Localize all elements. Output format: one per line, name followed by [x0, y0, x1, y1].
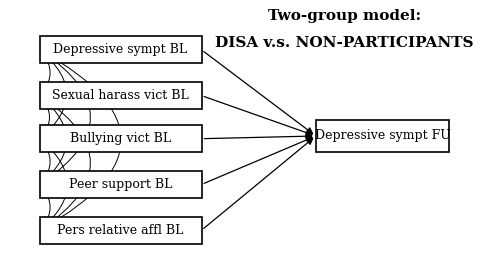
- Text: Depressive sympt FU: Depressive sympt FU: [314, 129, 450, 143]
- FancyBboxPatch shape: [40, 171, 202, 198]
- FancyBboxPatch shape: [40, 82, 202, 109]
- Text: DISA v.s. NON-PARTICIPANTS: DISA v.s. NON-PARTICIPANTS: [215, 36, 473, 50]
- Text: Depressive sympt BL: Depressive sympt BL: [54, 43, 188, 56]
- FancyBboxPatch shape: [40, 125, 202, 152]
- Text: Peer support BL: Peer support BL: [69, 178, 172, 191]
- Text: Pers relative affl BL: Pers relative affl BL: [58, 224, 184, 237]
- FancyBboxPatch shape: [316, 120, 450, 152]
- Text: Two-group model:: Two-group model:: [268, 10, 421, 23]
- FancyBboxPatch shape: [40, 217, 202, 244]
- Text: Bullying vict BL: Bullying vict BL: [70, 132, 171, 145]
- FancyBboxPatch shape: [40, 36, 202, 63]
- Text: Sexual harass vict BL: Sexual harass vict BL: [52, 89, 189, 102]
